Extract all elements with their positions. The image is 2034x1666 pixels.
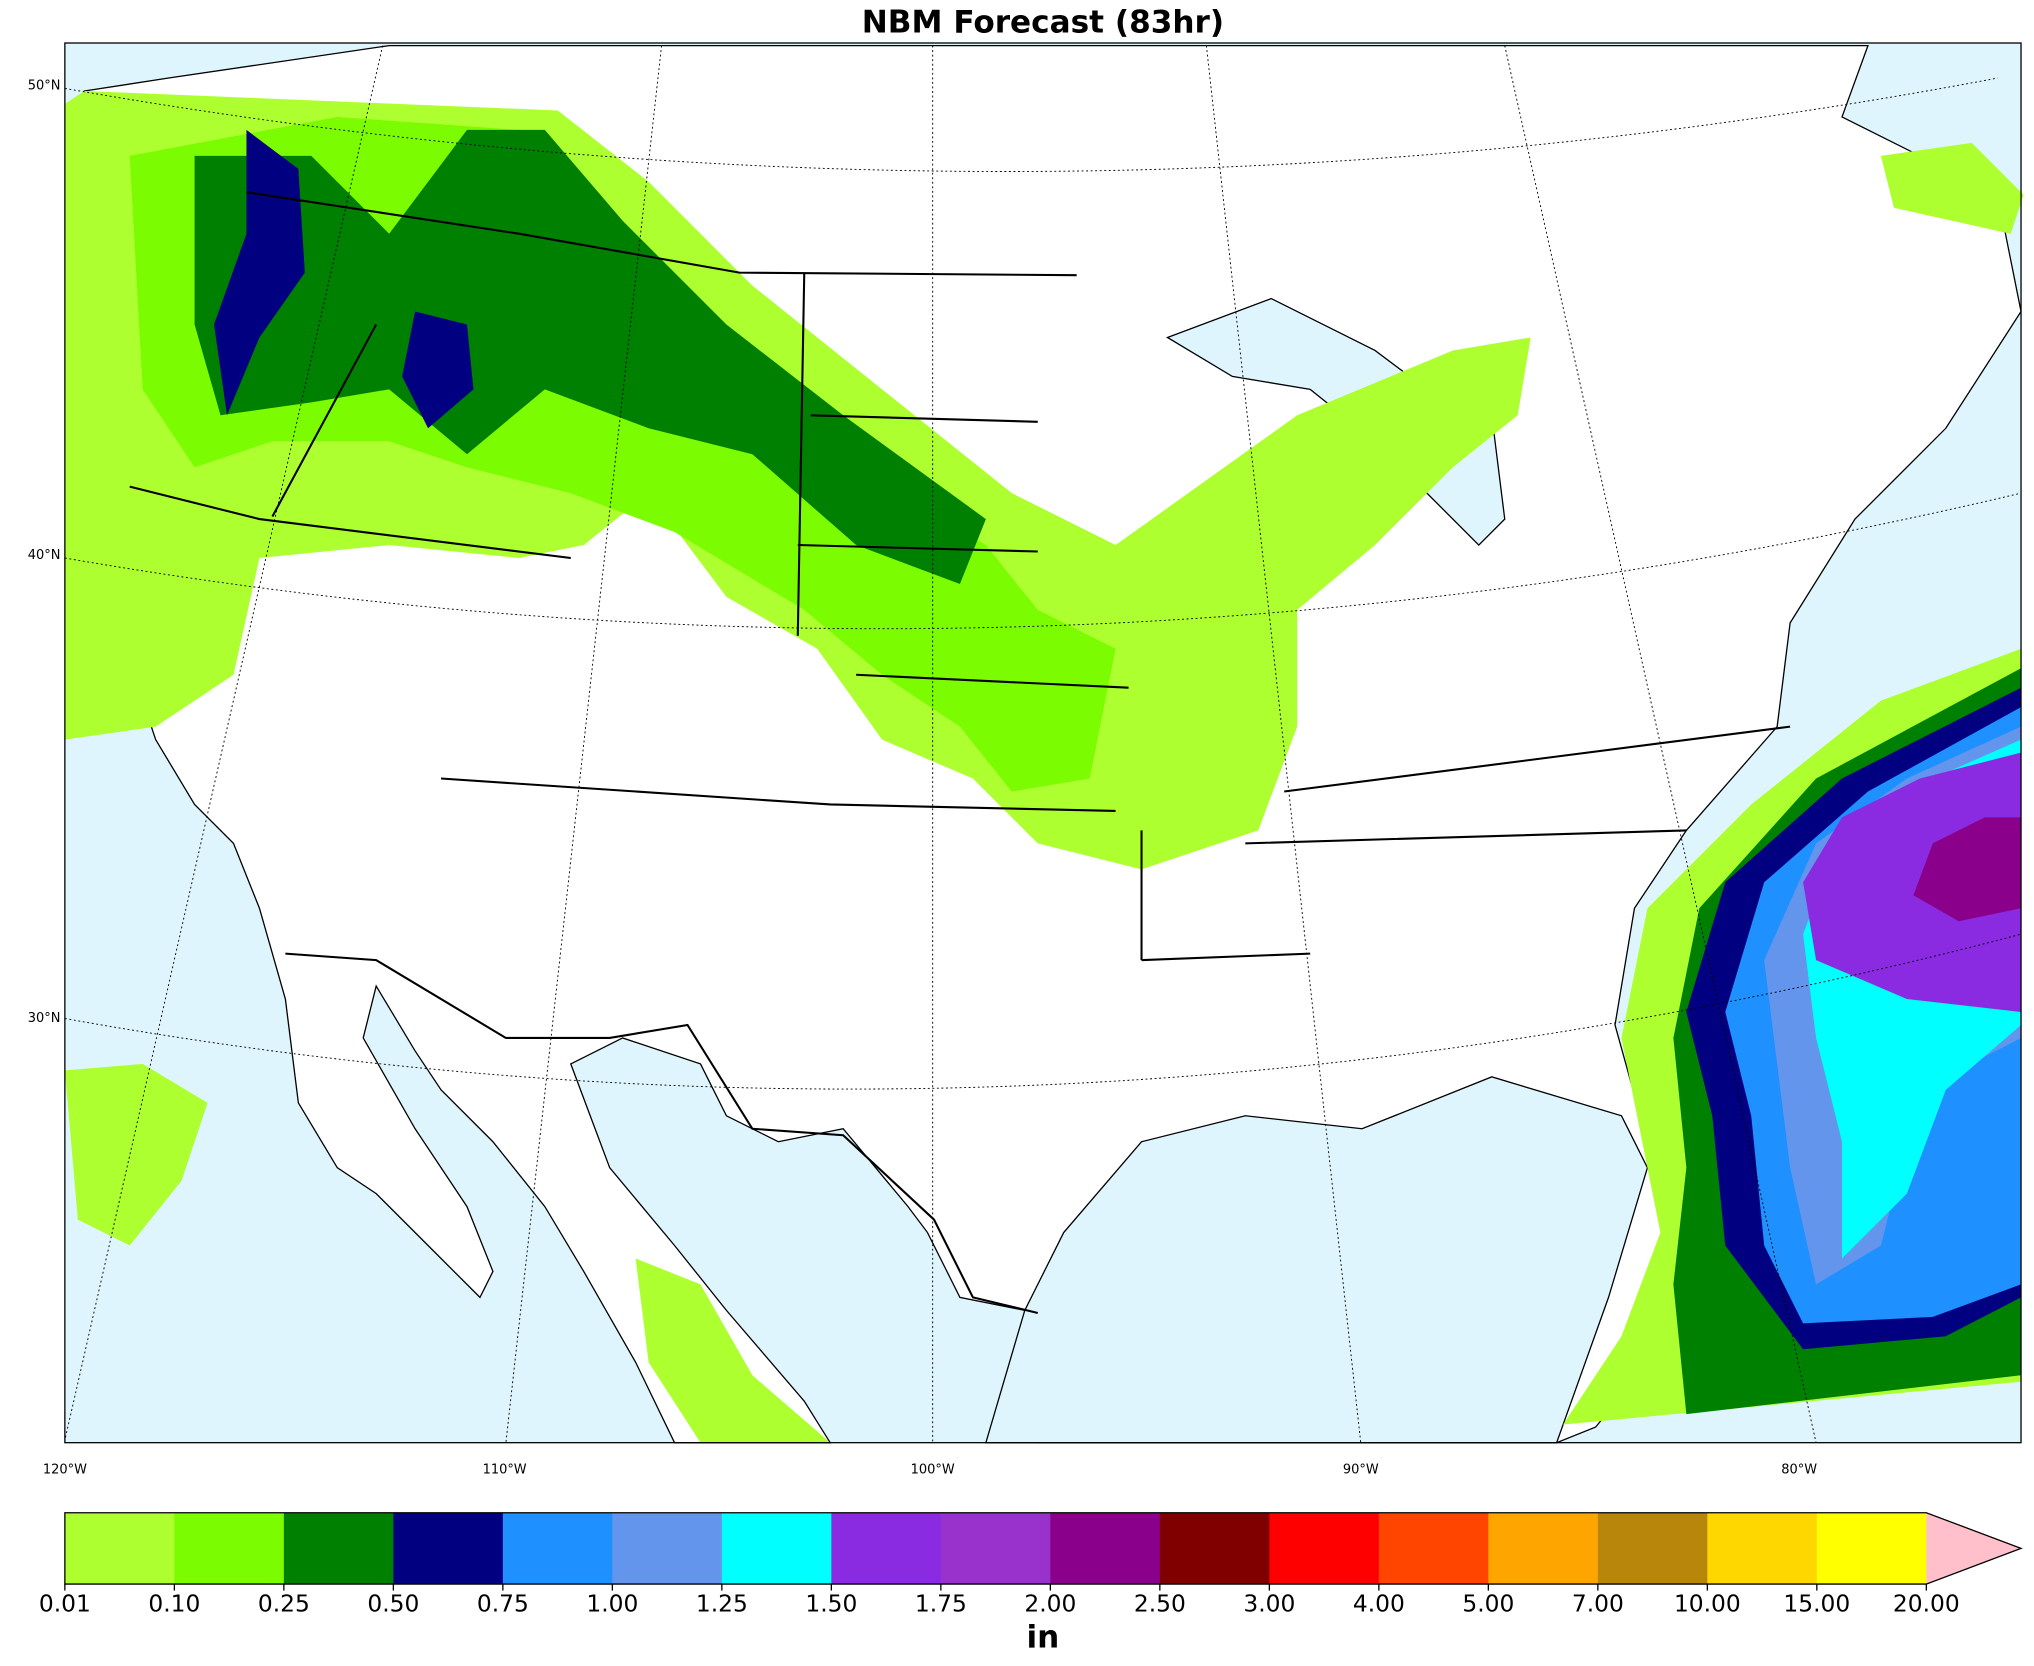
colorbar-tick-label: 5.00 — [1462, 1589, 1514, 1617]
borders — [129, 191, 1791, 1314]
lon-label: 80°W — [1781, 1462, 1817, 1477]
colorbar-segment — [64, 1512, 176, 1585]
colorbar-tick-label: 1.00 — [586, 1589, 638, 1617]
colorbar-tick-label: 20.00 — [1893, 1589, 1960, 1617]
colorbar-segment — [393, 1512, 504, 1585]
colorbar-segment — [721, 1512, 832, 1585]
lat-label: 50°N — [28, 78, 61, 93]
lon-label: 90°W — [1343, 1462, 1379, 1477]
colorbar-tick-label: 15.00 — [1783, 1589, 1850, 1617]
lon-label: 110°W — [483, 1462, 527, 1477]
colorbar-segment — [174, 1512, 285, 1585]
title: NBM Forecast (83hr) — [862, 5, 1224, 41]
colorbar-segment — [283, 1512, 395, 1585]
precip-area — [214, 129, 474, 429]
colorbar-segment — [1159, 1512, 1270, 1585]
graticule-line — [64, 933, 2022, 1090]
colorbar-tick-label: 7.00 — [1572, 1589, 1624, 1617]
lat-label: 40°N — [28, 548, 61, 563]
map — [64, 42, 2024, 1444]
precip-area — [194, 129, 986, 584]
colorbar-tick-label: 0.50 — [367, 1589, 419, 1617]
border-line — [246, 191, 1077, 277]
colorbar-segment — [1269, 1512, 1380, 1585]
colorbar-tick-label: 2.50 — [1134, 1589, 1186, 1617]
map-frame — [64, 42, 2022, 1444]
colorbar-segment — [1597, 1512, 1708, 1585]
colorbar-segment — [1050, 1512, 1161, 1585]
colorbar-segment — [831, 1512, 942, 1585]
precip-area — [1913, 817, 2022, 922]
lat-label: 30°N — [28, 1011, 61, 1026]
colorbar-tick-label: 1.25 — [696, 1589, 748, 1617]
precip-area — [1803, 752, 2022, 1013]
colorbar-extension — [1926, 1512, 2022, 1585]
colorbar-label: in — [1027, 1620, 1060, 1656]
gulf-of-mexico — [985, 1076, 1649, 1444]
colorbar-tick-label: 10.00 — [1674, 1589, 1741, 1617]
colorbar-segment — [612, 1512, 723, 1585]
colorbar-segment — [1707, 1512, 1818, 1585]
colorbar-segment — [1378, 1512, 1489, 1585]
colorbar-tick-label: 0.75 — [477, 1589, 529, 1617]
colorbar-segment — [940, 1512, 1051, 1585]
precipitation — [64, 91, 2024, 1443]
border-line — [129, 272, 1791, 1314]
lon-label: 100°W — [911, 1462, 955, 1477]
colorbar-tick-label: 0.10 — [148, 1589, 200, 1617]
colorbar-segment — [1488, 1512, 1599, 1585]
graticule — [64, 45, 2022, 1443]
colorbar-segment — [1816, 1512, 1927, 1585]
colorbar-tick-label: 4.00 — [1353, 1589, 1405, 1617]
colorbar-tick-label: 1.50 — [805, 1589, 857, 1617]
colorbar-outline — [64, 1512, 2023, 1585]
colorbar-tick-label: 0.01 — [39, 1589, 91, 1617]
colorbar-tick-label: 2.00 — [1024, 1589, 1076, 1617]
colorbar-tick-label: 0.25 — [258, 1589, 310, 1617]
colorbar-segment — [502, 1512, 614, 1585]
lon-label: 120°W — [43, 1462, 87, 1477]
colorbar-tick-label: 3.00 — [1243, 1589, 1295, 1617]
colorbar-tick-label: 1.75 — [915, 1589, 967, 1617]
